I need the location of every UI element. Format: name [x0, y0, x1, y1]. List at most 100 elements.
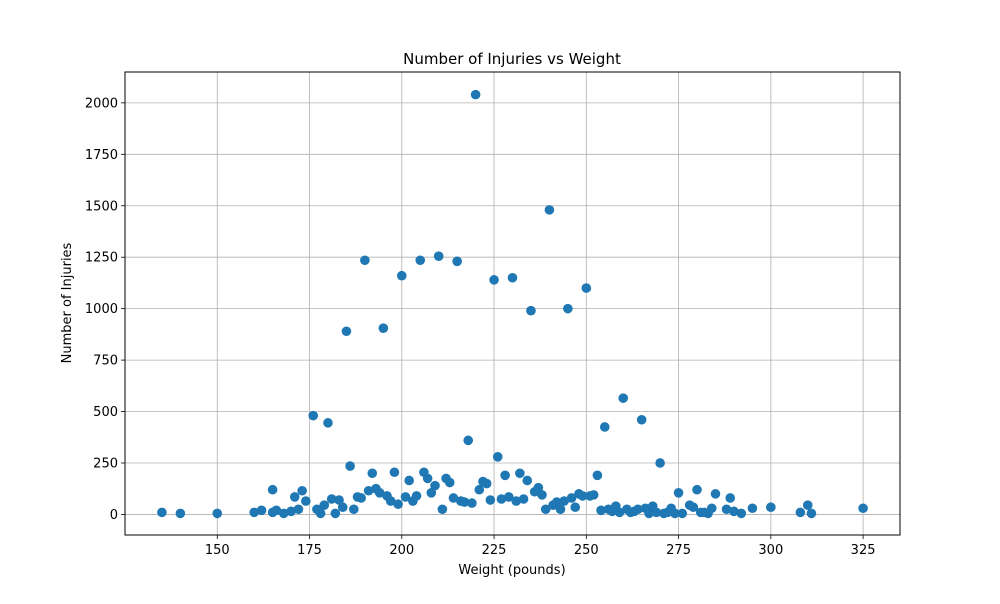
data-point — [489, 275, 499, 285]
data-point — [426, 488, 437, 498]
data-point — [588, 490, 599, 500]
data-point — [301, 496, 311, 506]
chart-title: Number of Injuries vs Weight — [403, 50, 621, 68]
data-point — [692, 484, 702, 495]
data-point — [592, 470, 603, 481]
x-tick-label: 225 — [482, 543, 507, 558]
data-point — [518, 494, 529, 504]
data-point — [452, 256, 462, 267]
data-point — [448, 493, 459, 503]
data-point — [389, 467, 400, 478]
data-point — [596, 505, 606, 516]
data-point — [467, 498, 477, 508]
y-tick-label: 1500 — [85, 199, 118, 214]
data-point — [500, 470, 510, 481]
data-point — [688, 502, 699, 513]
data-point — [492, 452, 503, 462]
data-point — [293, 504, 304, 515]
data-point — [385, 496, 396, 506]
data-point — [286, 506, 296, 517]
data-point — [422, 473, 433, 484]
x-tick-label: 325 — [851, 543, 876, 558]
data-point — [430, 480, 440, 491]
y-axis-ticks: 0 250 500 750 1000 1250 1500 1750 2000 — [85, 96, 125, 523]
data-point — [599, 422, 610, 432]
data-points — [157, 89, 868, 519]
data-point — [341, 326, 352, 337]
data-point — [504, 492, 514, 502]
y-tick-label: 2000 — [85, 96, 118, 111]
data-point — [400, 492, 411, 502]
data-point — [411, 491, 422, 501]
data-point — [278, 508, 289, 519]
data-point — [559, 496, 569, 506]
data-point — [526, 305, 536, 316]
data-point — [249, 507, 259, 518]
data-point — [651, 507, 662, 518]
data-point — [555, 504, 566, 515]
plot-area-frame — [124, 71, 901, 536]
data-point — [474, 484, 485, 495]
data-point — [551, 497, 562, 507]
data-point — [319, 500, 330, 510]
grid-lines — [125, 72, 900, 535]
data-point — [326, 494, 337, 504]
data-point — [729, 506, 739, 517]
data-point — [540, 504, 551, 515]
data-point — [706, 503, 717, 514]
data-point — [563, 303, 573, 314]
data-point — [470, 89, 481, 100]
data-point — [636, 414, 647, 425]
data-point — [736, 508, 747, 519]
data-point — [537, 490, 547, 500]
y-tick-label: 500 — [93, 405, 118, 420]
x-tick-label: 275 — [666, 543, 691, 558]
y-axis-label: Number of Injuries — [60, 242, 75, 363]
x-tick-label: 250 — [574, 543, 599, 558]
data-point — [337, 502, 348, 513]
data-point — [393, 499, 403, 509]
data-point — [463, 435, 474, 446]
data-point — [289, 492, 300, 502]
data-point — [415, 255, 426, 266]
data-point — [334, 495, 344, 505]
data-point — [481, 478, 492, 489]
data-point — [330, 508, 341, 519]
x-tick-label: 300 — [758, 543, 783, 558]
data-point — [655, 458, 665, 468]
data-point — [533, 482, 544, 493]
data-point — [522, 475, 533, 486]
data-point — [404, 475, 414, 486]
data-point — [459, 497, 470, 507]
data-point — [349, 504, 359, 515]
y-tick-label: 1250 — [85, 251, 118, 266]
data-point — [721, 504, 732, 515]
data-point — [308, 410, 319, 421]
data-point — [633, 504, 643, 515]
data-point — [515, 468, 525, 479]
data-point — [256, 505, 267, 516]
data-point — [614, 507, 625, 518]
data-point — [433, 251, 444, 261]
data-point — [315, 508, 326, 519]
data-point — [360, 255, 370, 266]
data-point — [670, 508, 680, 519]
x-tick-label: 200 — [389, 543, 414, 558]
data-point — [374, 488, 385, 498]
data-point — [378, 323, 389, 333]
data-point — [766, 502, 776, 513]
data-point — [725, 493, 736, 503]
data-point — [581, 283, 592, 293]
data-point — [644, 508, 654, 519]
data-point — [618, 393, 629, 403]
data-point — [566, 493, 577, 503]
data-point — [485, 495, 496, 505]
data-point — [544, 205, 555, 215]
data-point — [747, 503, 758, 514]
data-point — [570, 502, 581, 513]
data-point — [157, 507, 167, 518]
data-point — [267, 484, 278, 495]
data-point — [806, 508, 817, 519]
